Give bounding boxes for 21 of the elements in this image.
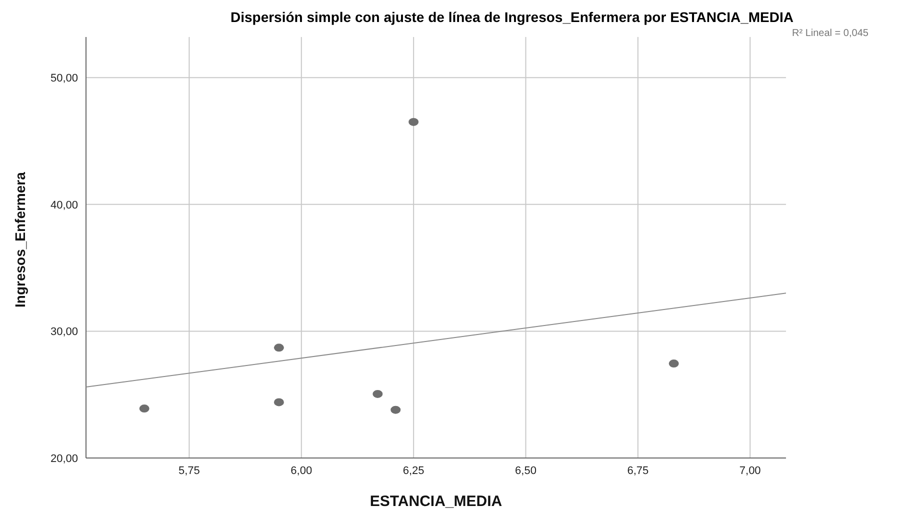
y-tick-label: 30,00	[50, 326, 78, 338]
point	[372, 390, 383, 398]
y-tick-label: 40,00	[50, 199, 78, 212]
point	[274, 398, 284, 406]
point	[668, 360, 679, 368]
text: R² Lineal = 0,045	[792, 28, 868, 39]
y-tick-label: 20,00	[50, 452, 78, 465]
y-tick-label: 50,00	[50, 72, 78, 84]
x-tick-label: 6,25	[402, 464, 424, 477]
point	[139, 404, 150, 413]
x-tick-label: 6,50	[515, 464, 536, 477]
x-tick-label: 6,75	[627, 464, 649, 477]
x-tick-label: 5,75	[178, 464, 200, 477]
y-axis-title: Ingresos_Enfermera	[12, 172, 28, 308]
chart-title: Dispersión simple con ajuste de línea de Ingresos_Enfermera por ESTANCIA_MEDIA	[229, 9, 794, 25]
x-tick-label: 7,00	[739, 464, 761, 477]
x-tick-label: 6,00	[290, 464, 312, 477]
point	[274, 344, 284, 352]
point	[390, 406, 401, 414]
x-axis-title: ESTANCIA_MEDIA	[370, 493, 502, 510]
point	[408, 118, 419, 126]
